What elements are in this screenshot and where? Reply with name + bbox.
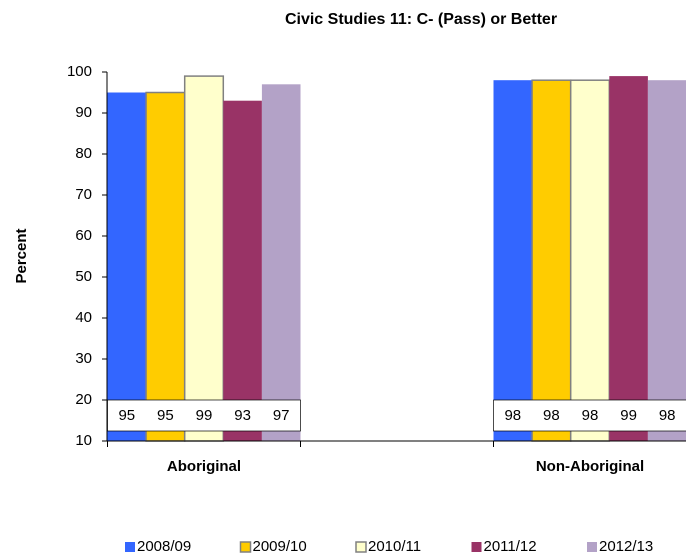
y-tick-label: 50 (75, 268, 92, 285)
chart-title: Civic Studies 11: C- (Pass) or Better (285, 11, 557, 28)
y-tick-label: 10 (75, 432, 92, 449)
legend-swatch (355, 541, 367, 553)
data-label: 97 (273, 407, 290, 424)
bar (493, 80, 533, 441)
x-tick-label: Non-Aboriginal (536, 458, 644, 475)
data-label: 95 (118, 407, 135, 424)
legend-swatch (125, 542, 135, 552)
y-tick-label: 70 (75, 186, 92, 203)
y-axis-label: Percent (13, 228, 30, 283)
legend-label: 2010/11 (368, 538, 421, 554)
bar (223, 100, 262, 441)
bar (183, 75, 225, 442)
bar (647, 80, 686, 441)
bar (107, 92, 147, 441)
bar (609, 76, 648, 441)
x-tick-label: Aboriginal (167, 458, 241, 475)
legend-label: 2011/12 (484, 538, 537, 554)
data-label: 95 (157, 407, 174, 424)
legend-label: 2009/10 (253, 538, 307, 554)
data-label: 98 (582, 407, 599, 424)
y-tick-label: 20 (75, 391, 92, 408)
y-tick-label: 30 (75, 350, 92, 367)
y-tick-label: 40 (75, 309, 92, 326)
y-tick-label: 80 (75, 145, 92, 162)
label-box (107, 399, 301, 432)
data-label: 98 (543, 407, 560, 424)
bar (569, 79, 611, 442)
legend-label: 2008/09 (137, 538, 191, 554)
y-tick-label: 90 (75, 104, 92, 121)
legend-label: 2012/13 (599, 538, 653, 554)
y-tick-label: 100 (67, 63, 92, 80)
label-box (493, 399, 686, 432)
data-label: 99 (620, 407, 637, 424)
data-label: 98 (504, 407, 521, 424)
data-label: 93 (234, 407, 251, 424)
legend-swatch (587, 542, 597, 552)
bar (531, 79, 572, 442)
bar (261, 84, 301, 442)
y-tick-label: 60 (75, 227, 92, 244)
data-label: 98 (659, 407, 676, 424)
data-label: 99 (196, 407, 213, 424)
bar (145, 91, 186, 442)
legend-swatch (471, 542, 482, 552)
legend-swatch (239, 541, 252, 553)
